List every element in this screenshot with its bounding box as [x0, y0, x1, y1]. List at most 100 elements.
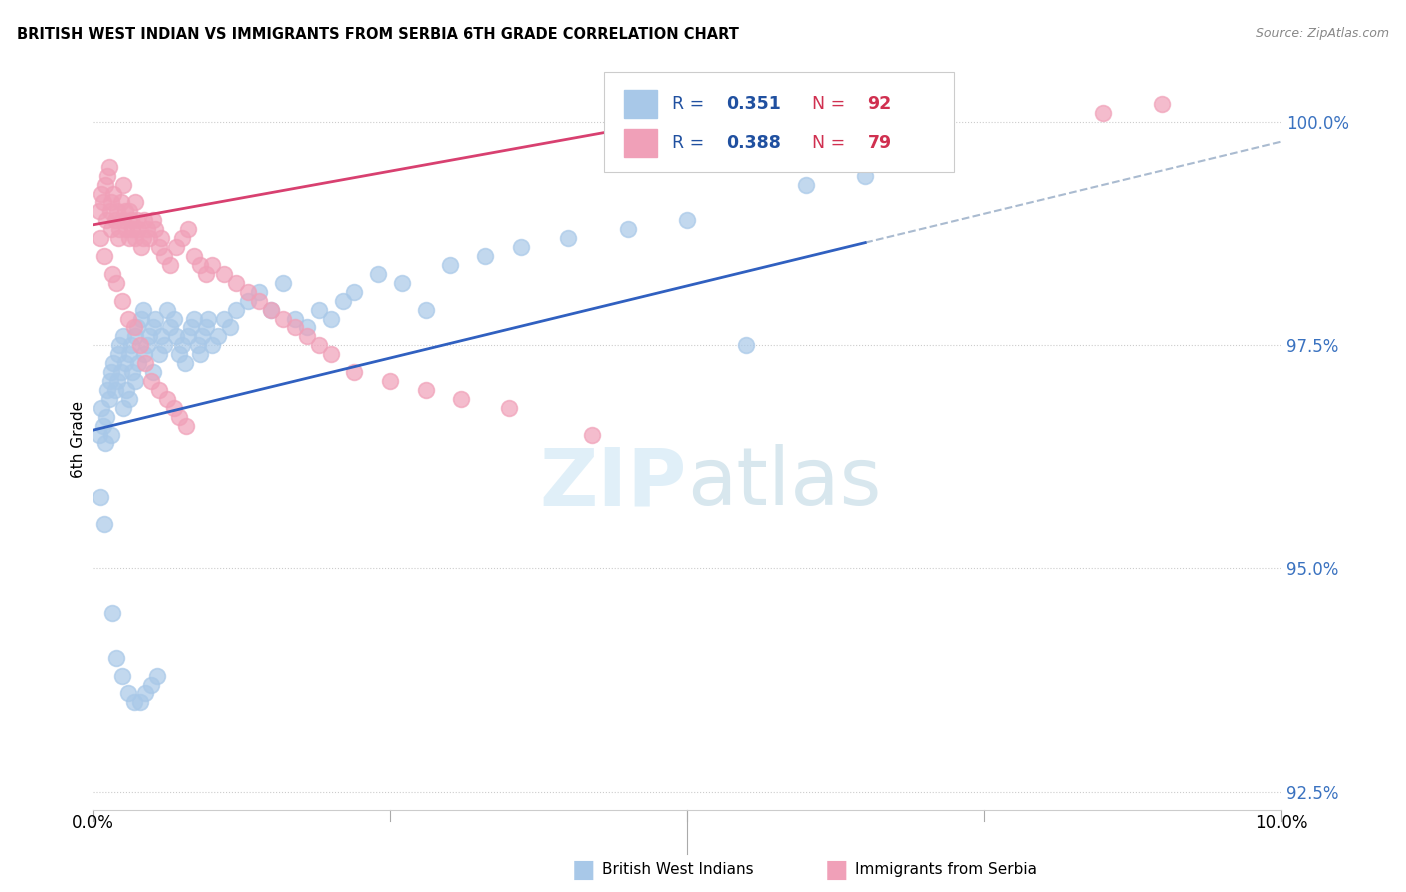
Point — [509, 240, 531, 254]
Point — [236, 285, 259, 299]
Point — [148, 383, 170, 397]
Point — [343, 285, 366, 299]
Text: Immigrants from Serbia: Immigrants from Serbia — [855, 863, 1036, 877]
Point — [271, 276, 294, 290]
Point — [135, 338, 157, 352]
Point — [107, 347, 129, 361]
Point — [127, 222, 149, 236]
Point — [735, 338, 758, 352]
Point — [117, 686, 139, 700]
Point — [415, 302, 437, 317]
Point — [111, 329, 134, 343]
Point — [107, 231, 129, 245]
Point — [127, 320, 149, 334]
Text: R =: R = — [672, 95, 710, 113]
Point — [142, 365, 165, 379]
Point — [122, 695, 145, 709]
Point — [103, 356, 125, 370]
Text: BRITISH WEST INDIAN VS IMMIGRANTS FROM SERBIA 6TH GRADE CORRELATION CHART: BRITISH WEST INDIAN VS IMMIGRANTS FROM S… — [17, 27, 738, 42]
Point — [474, 249, 496, 263]
Text: atlas: atlas — [688, 444, 882, 523]
Point — [159, 258, 181, 272]
Point — [249, 293, 271, 308]
Point — [111, 213, 134, 227]
Point — [201, 258, 224, 272]
Point — [128, 695, 150, 709]
Point — [127, 356, 149, 370]
Point — [177, 222, 200, 236]
Point — [124, 195, 146, 210]
Text: 79: 79 — [868, 134, 891, 152]
Point — [90, 186, 112, 201]
Point — [114, 356, 136, 370]
Point — [104, 276, 127, 290]
Point — [121, 222, 143, 236]
Text: 92: 92 — [868, 95, 891, 113]
Point — [212, 311, 235, 326]
Point — [124, 374, 146, 388]
Point — [120, 213, 142, 227]
Point — [225, 302, 247, 317]
Point — [187, 338, 209, 352]
Point — [616, 222, 638, 236]
Point — [124, 329, 146, 343]
Point — [183, 311, 205, 326]
Point — [260, 302, 283, 317]
Point — [165, 240, 187, 254]
Point — [212, 267, 235, 281]
Point — [172, 231, 194, 245]
Bar — [624, 90, 658, 118]
Point — [132, 231, 155, 245]
Point — [96, 409, 118, 424]
Point — [96, 169, 118, 183]
Point — [118, 204, 141, 219]
Point — [308, 302, 330, 317]
Point — [676, 213, 699, 227]
Point — [96, 383, 118, 397]
Point — [111, 178, 134, 192]
Point — [91, 418, 114, 433]
Point — [498, 401, 520, 415]
Point — [105, 204, 128, 219]
Point — [167, 409, 190, 424]
Point — [367, 267, 389, 281]
Point — [89, 427, 111, 442]
Point — [141, 374, 163, 388]
Point — [148, 347, 170, 361]
Point — [111, 293, 134, 308]
Point — [127, 213, 149, 227]
Point — [89, 204, 111, 219]
Point — [188, 258, 211, 272]
Point — [143, 222, 166, 236]
Point — [1091, 106, 1114, 120]
Y-axis label: 6th Grade: 6th Grade — [72, 401, 86, 477]
Point — [236, 293, 259, 308]
Point — [308, 338, 330, 352]
Point — [1152, 97, 1174, 112]
Point — [110, 195, 132, 210]
Point — [89, 231, 111, 245]
Point — [138, 329, 160, 343]
Point — [122, 320, 145, 334]
Text: N =: N = — [811, 134, 851, 152]
Point — [143, 311, 166, 326]
FancyBboxPatch shape — [605, 72, 955, 172]
Point — [93, 249, 115, 263]
Point — [114, 204, 136, 219]
Point — [284, 320, 307, 334]
Text: British West Indians: British West Indians — [602, 863, 754, 877]
Point — [121, 365, 143, 379]
Point — [180, 320, 202, 334]
Point — [118, 231, 141, 245]
Point — [260, 302, 283, 317]
Point — [319, 311, 342, 326]
Point — [141, 677, 163, 691]
Point — [103, 186, 125, 201]
Text: N =: N = — [811, 95, 851, 113]
Point — [93, 516, 115, 531]
Point — [118, 347, 141, 361]
Point — [115, 383, 138, 397]
Point — [163, 401, 186, 415]
Text: R =: R = — [672, 134, 710, 152]
Point — [391, 276, 413, 290]
